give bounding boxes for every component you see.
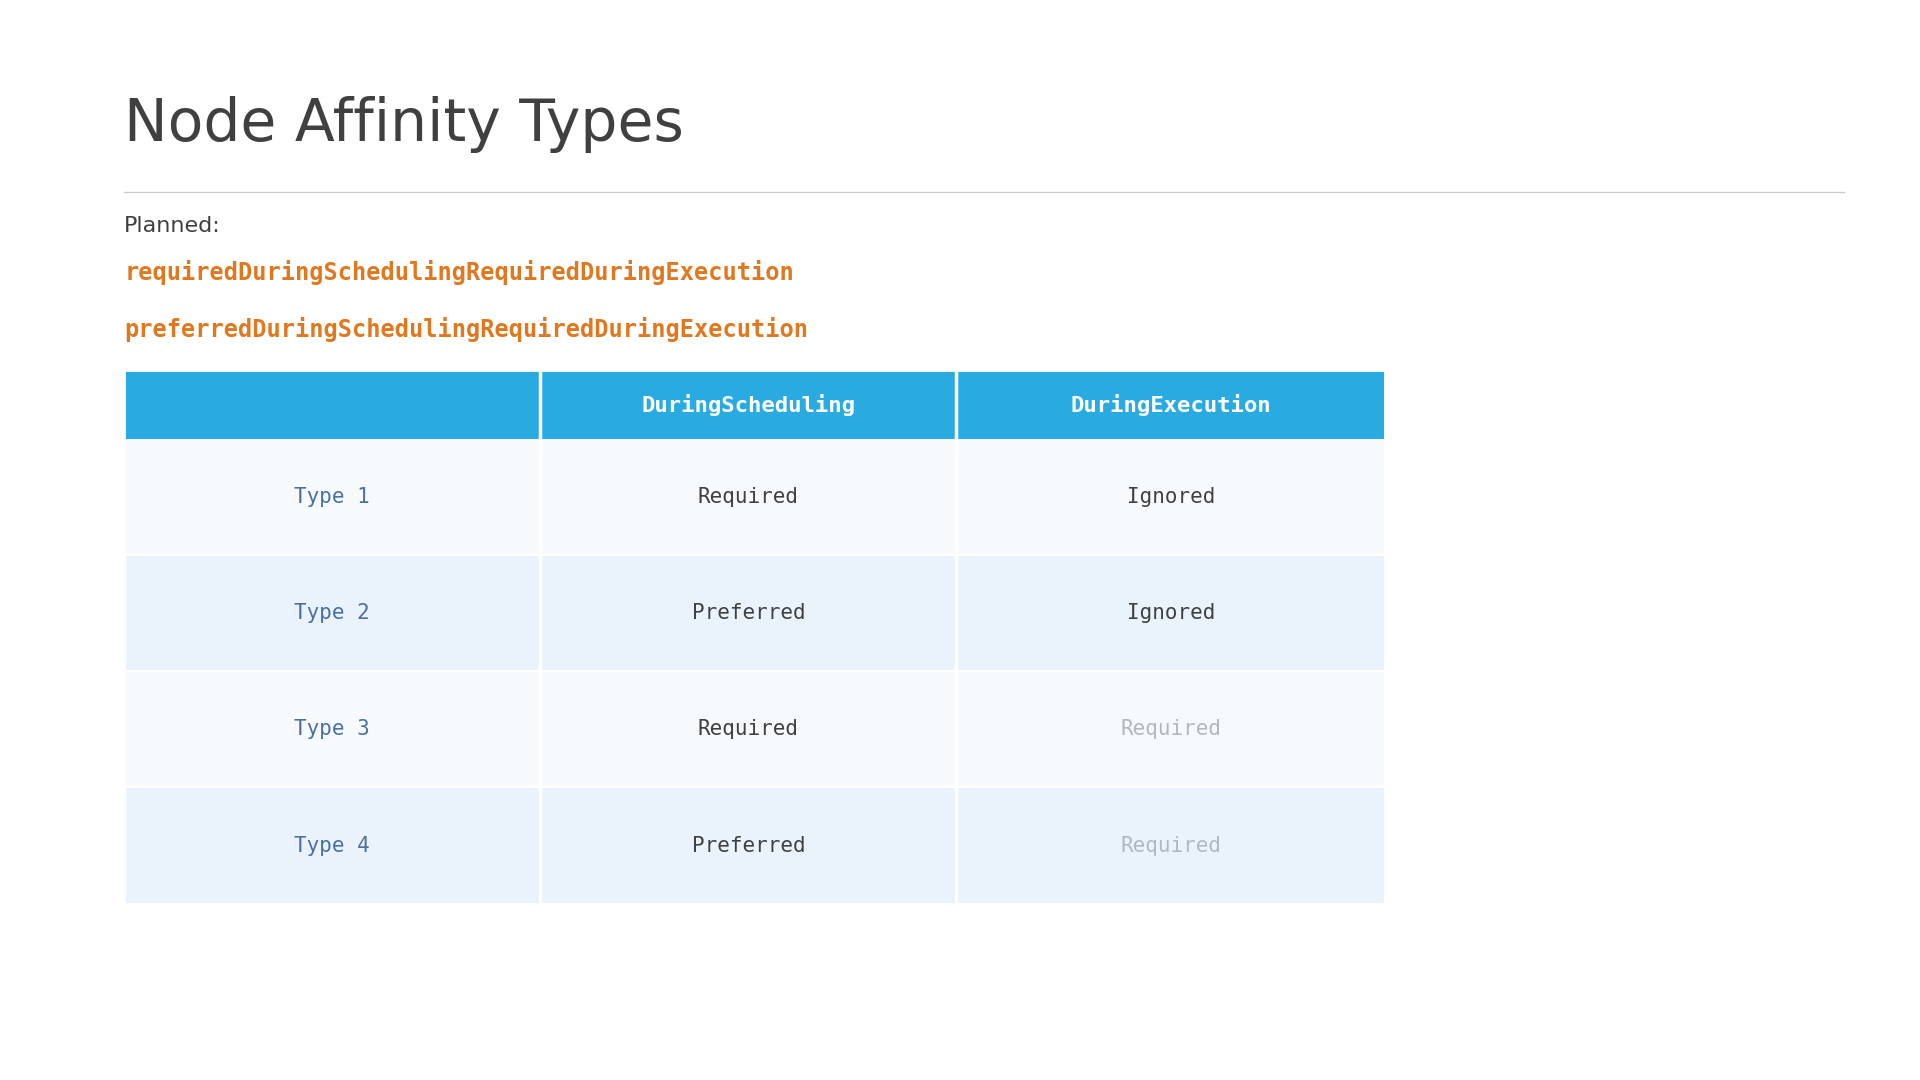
Text: Preferred: Preferred	[691, 836, 804, 855]
Text: Ignored: Ignored	[1127, 604, 1215, 623]
Text: DuringScheduling: DuringScheduling	[641, 394, 854, 416]
Bar	[125, 370, 1384, 440]
Text: Required: Required	[697, 719, 799, 740]
Text: Type 3: Type 3	[294, 719, 371, 740]
Text: Required: Required	[697, 487, 799, 508]
Text: Required: Required	[1119, 836, 1221, 855]
Text: Planned:: Planned:	[125, 216, 221, 237]
Bar	[125, 370, 1384, 904]
Text: requiredDuringSchedulingRequiredDuringExecution: requiredDuringSchedulingRequiredDuringEx…	[125, 259, 795, 284]
Text: preferredDuringSchedulingRequiredDuringExecution: preferredDuringSchedulingRequiredDuringE…	[125, 318, 808, 342]
Bar	[125, 672, 1384, 787]
Text: Node Affinity Types: Node Affinity Types	[125, 96, 684, 153]
Bar	[125, 787, 1384, 904]
Text: Preferred: Preferred	[691, 604, 804, 623]
Text: Type 2: Type 2	[294, 604, 371, 623]
Text: DuringExecution: DuringExecution	[1071, 394, 1271, 416]
Text: Type 4: Type 4	[294, 836, 371, 855]
Bar	[125, 440, 1384, 555]
Bar	[125, 555, 1384, 672]
Text: Ignored: Ignored	[1127, 487, 1215, 508]
Text: Required: Required	[1119, 719, 1221, 740]
Text: Type 1: Type 1	[294, 487, 371, 508]
